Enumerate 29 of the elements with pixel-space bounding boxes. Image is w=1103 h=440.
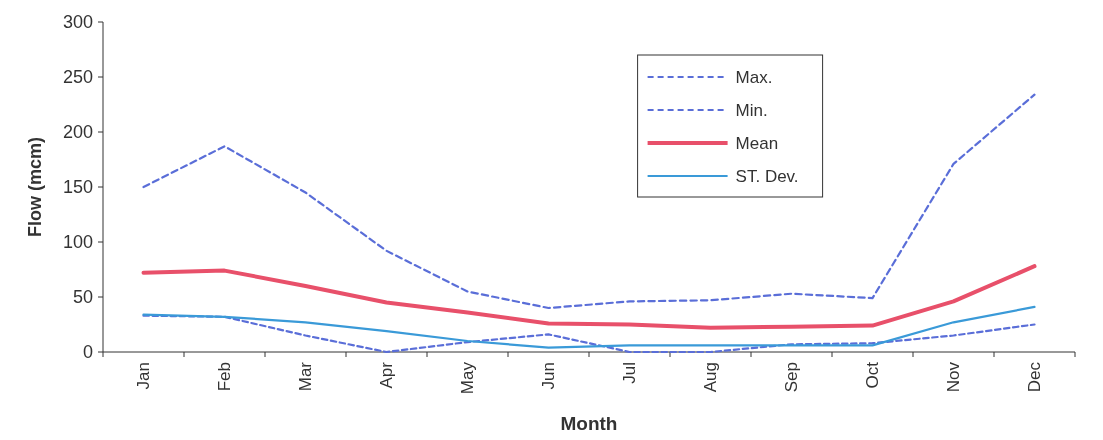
legend-label: Max. — [735, 67, 773, 87]
x-tick-label: Dec — [1025, 361, 1045, 393]
x-tick-label: Mar — [296, 361, 316, 392]
legend-label: Min. — [735, 100, 768, 120]
legend-label: ST. Dev. — [735, 166, 799, 186]
line-series — [142, 314, 1036, 354]
x-tick-label: Jun — [539, 362, 559, 390]
line-series — [142, 93, 1036, 310]
y-tick-label: 250 — [62, 67, 93, 88]
x-tick-label: Jan — [134, 362, 154, 390]
y-tick-label: 100 — [62, 232, 93, 253]
x-tick-label: Nov — [944, 361, 964, 393]
legend-label: Mean — [735, 133, 779, 153]
y-tick-label: 200 — [62, 122, 93, 143]
x-tick-label: May — [458, 361, 478, 395]
x-tick-label: Feb — [215, 362, 235, 392]
y-tick-label: 0 — [82, 342, 93, 363]
line-series — [141, 264, 1037, 330]
x-tick-label: Aug — [701, 362, 721, 393]
x-tick-label: Sep — [782, 362, 802, 393]
x-tick-label: Oct — [863, 361, 883, 389]
x-axis-title: Month — [560, 413, 618, 434]
y-tick-label: 50 — [72, 287, 93, 308]
y-axis-title: Flow (mcm) — [25, 136, 45, 238]
x-tick-label: Jul — [620, 362, 640, 384]
y-tick-label: 150 — [62, 177, 93, 198]
x-tick-label: Apr — [377, 361, 397, 389]
line-series — [142, 305, 1036, 349]
y-tick-label: 300 — [62, 12, 93, 33]
